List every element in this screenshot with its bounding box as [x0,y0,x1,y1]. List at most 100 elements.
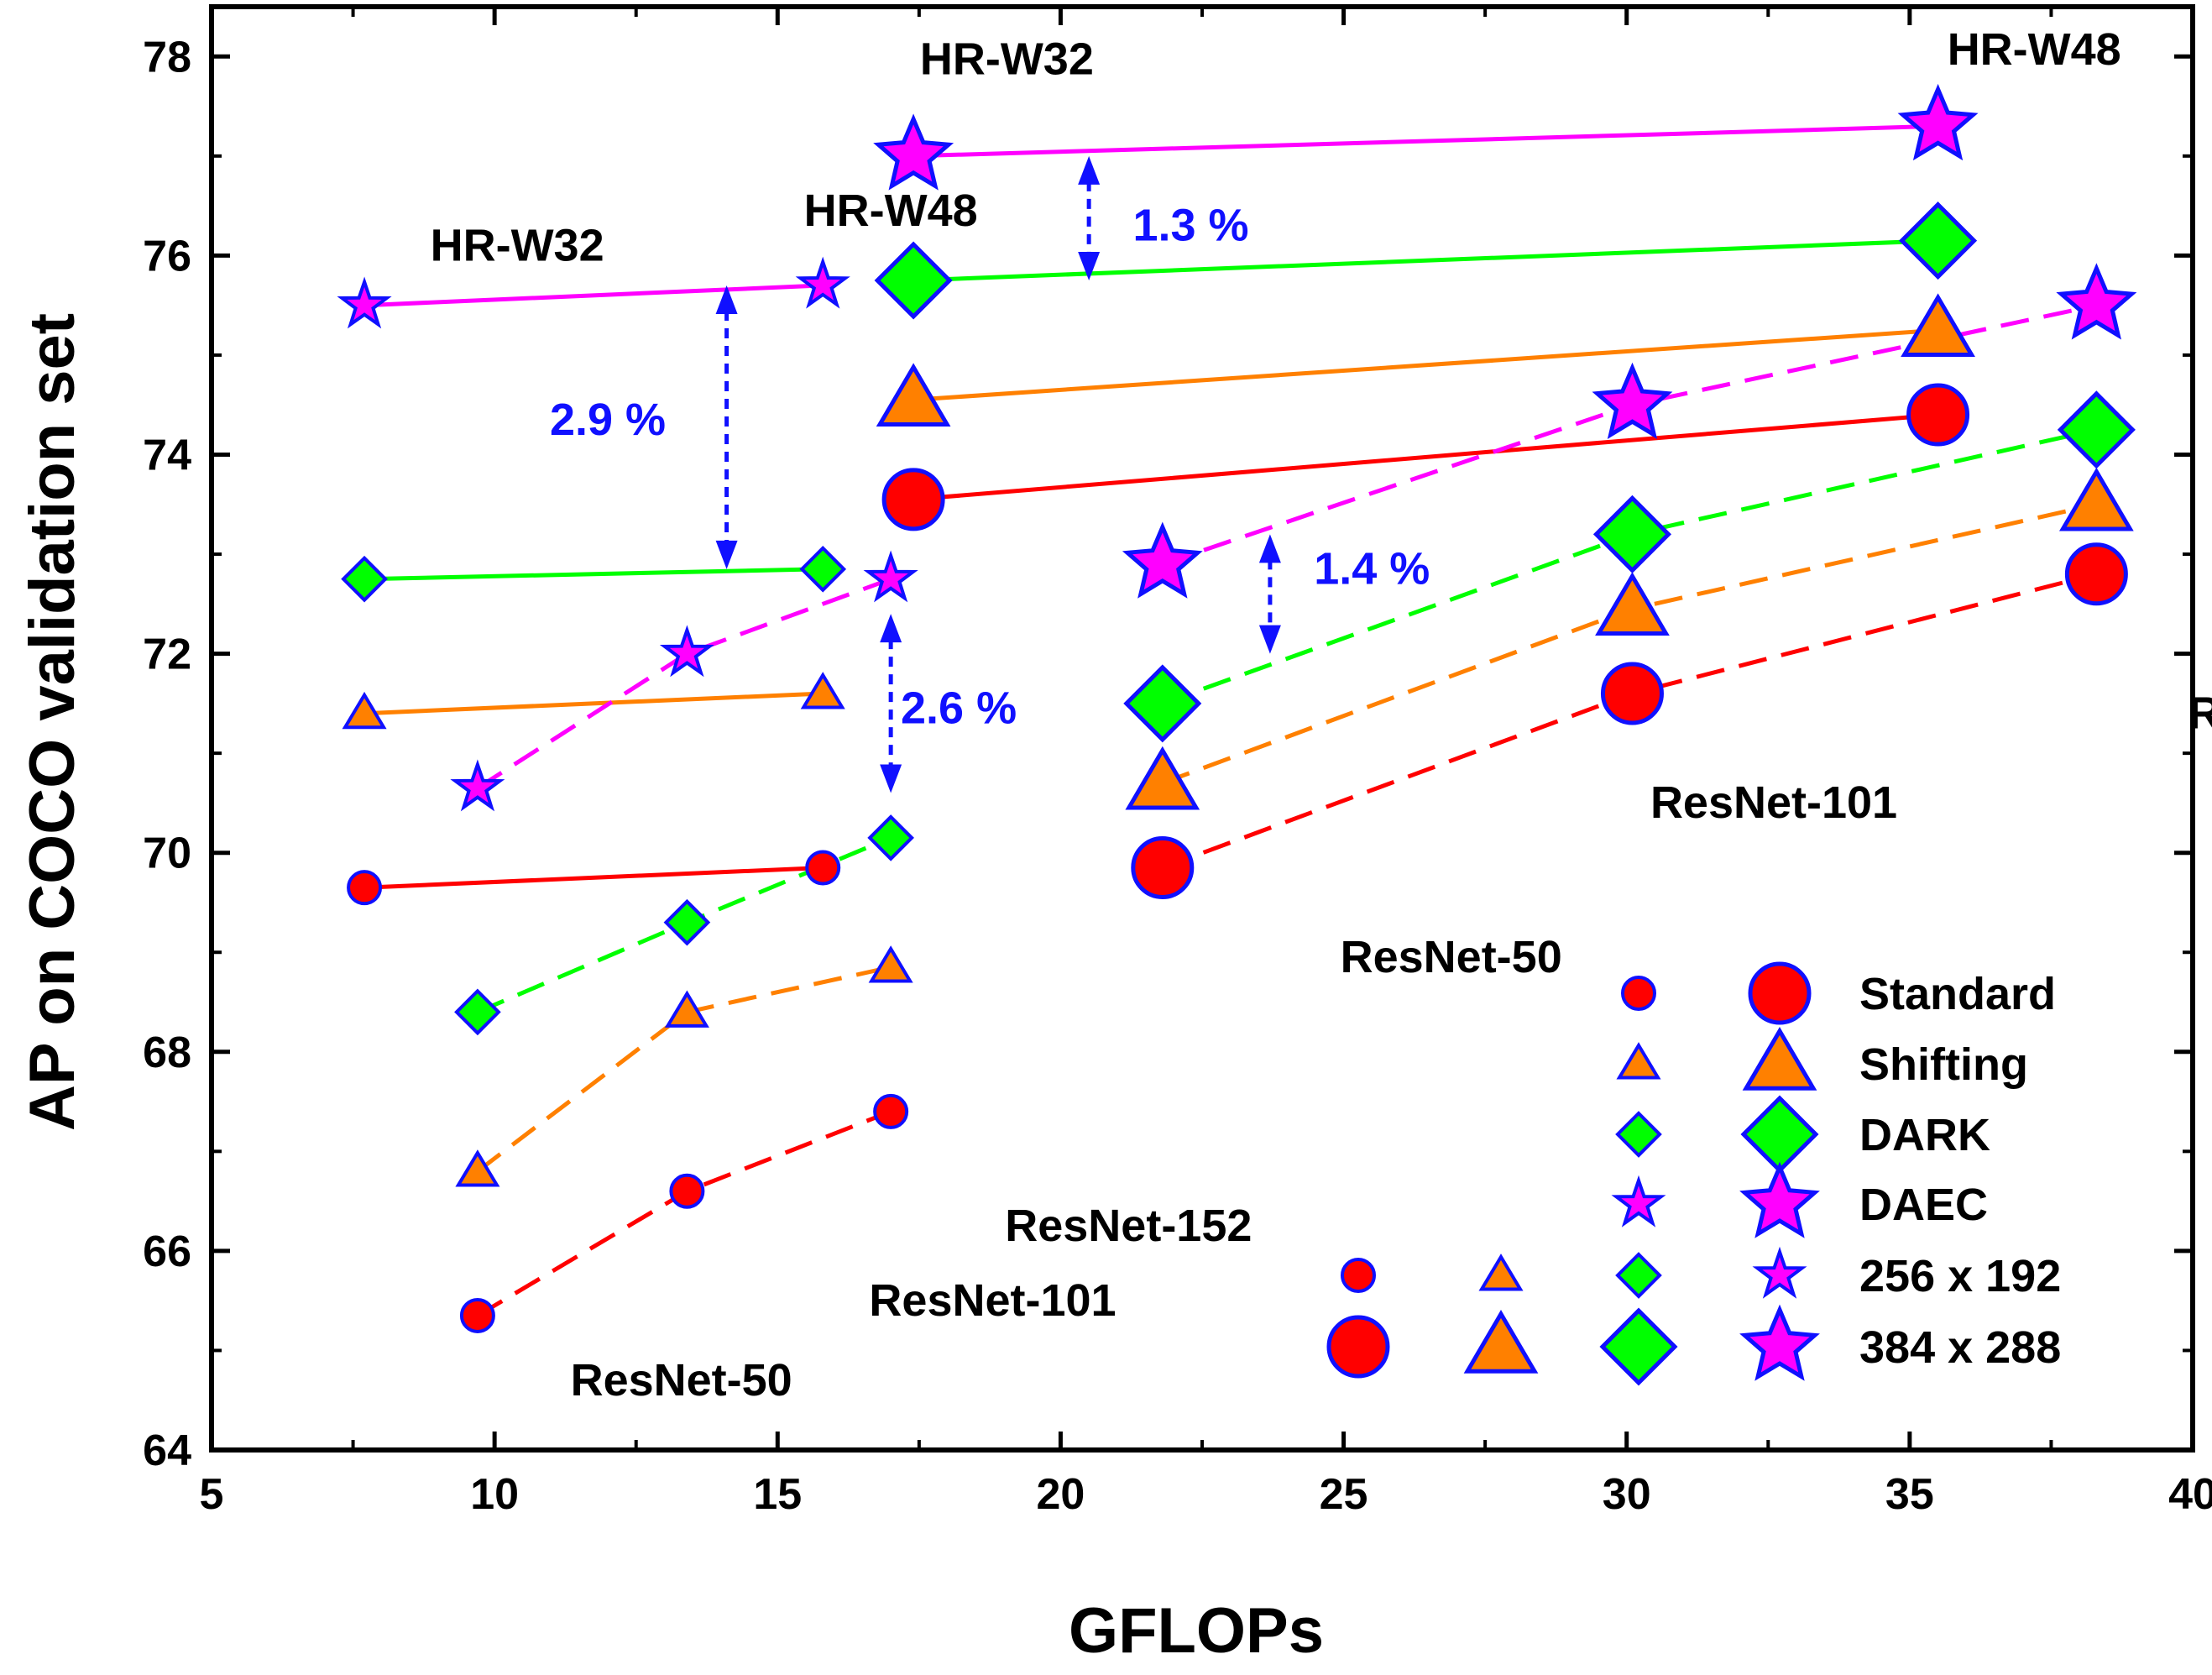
y-tick-label: 64 [143,1426,191,1475]
gap-arrow-head-down [880,764,902,793]
data-point-shifting [800,672,845,709]
data-point-dark [1123,664,1202,743]
markers-layer [337,83,2137,1333]
gap-arrows-layer [715,155,1281,793]
data-point-shifting [342,691,387,730]
data-point-shifting [1125,746,1200,810]
data-point-dark [867,814,914,861]
data-point-daec [450,759,505,812]
data-point-dark [1592,495,1671,573]
data-point-daec [1592,362,1673,440]
legend-marker-small-shifting [1616,1042,1661,1080]
x-tick-label: 40 [2168,1470,2212,1519]
data-point-daec [2056,263,2137,340]
data-point-dark [454,988,501,1036]
gap-arrow-head-up [880,614,902,643]
y-tick-label: 68 [143,1029,191,1077]
legend-marker-large-standard [1748,961,1812,1025]
annotation-label: HR-W48 [804,186,978,236]
annotation-label: HR-W32 [431,220,604,270]
data-point-daec [795,256,850,309]
legend-resolution-marker [1615,1252,1662,1299]
series-line-standard [913,412,1938,502]
annotation-label: ResNet-101 [869,1275,1116,1326]
data-point-dark [874,241,953,320]
y-tick-label: 78 [143,33,191,81]
x-tick-label: 20 [1037,1470,1085,1519]
series-lines-layer [363,123,2098,1318]
data-point-daec [337,276,392,329]
legend-label: 256 x 192 [1859,1251,2061,1301]
data-point-standard [347,870,383,906]
legend-resolution-marker [1341,1258,1376,1293]
legend-label: DAEC [1859,1180,1988,1230]
series-line-daec [913,123,1938,159]
x-tick-label: 25 [1320,1470,1368,1519]
legend-label: 384 x 288 [1859,1322,2061,1373]
annotation-label: ResNet-50 [571,1355,792,1405]
annotation-label: ResNet-101 [1650,777,1897,828]
series-line-standard [363,866,824,890]
annotation-label: 2.6 % [901,683,1017,734]
annotation-label: ResNet-50 [1341,932,1562,982]
y-tick-label: 72 [143,631,191,679]
legend-marker-large-daec [1739,1161,1820,1238]
data-point-shifting [868,945,913,983]
data-point-standard [1131,835,1195,899]
legend-resolution-marker [1752,1246,1807,1299]
data-point-daec [873,113,954,191]
y-tick-label: 74 [143,431,191,479]
y-axis-title: AP on COCO validation set [17,313,88,1131]
series-line-dark [364,567,824,582]
annotations-layer: HR-W32 HR-W48 HR-W32 HR-W48 ResNet-50 ResNet-… [431,24,2212,1405]
data-point-standard [1906,383,1970,447]
annotation-label: 2.9 % [550,395,666,445]
data-point-shifting [455,1149,500,1187]
legend-marker-small-standard [1621,976,1656,1011]
data-point-standard [669,1173,705,1209]
data-point-dark [341,555,388,603]
data-point-standard [2064,542,2128,606]
y-tick-label: 70 [143,830,191,878]
data-point-shifting [664,990,709,1028]
legend-marker-large-shifting [1742,1027,1817,1091]
data-point-daec [659,625,714,678]
annotation-label: ResNet-152 [1005,1201,1252,1251]
data-point-shifting [1901,293,1975,358]
legend-label: Shifting [1859,1039,2028,1090]
data-point-dark [799,545,847,593]
data-point-dark [1899,202,1978,280]
x-tick-label: 15 [753,1470,802,1519]
gap-arrow-head-up [1078,155,1101,185]
data-point-shifting [1595,572,1670,636]
x-tick-label: 10 [470,1470,519,1519]
y-tick-label: 66 [143,1227,191,1276]
data-point-standard [459,1297,495,1333]
data-point-dark [663,898,711,946]
data-point-shifting [876,363,951,427]
legend-marker-small-dark [1615,1111,1662,1158]
x-tick-label: 5 [200,1470,224,1519]
series-line-daec [476,577,892,790]
legend-resolution-marker [1599,1307,1678,1386]
annotation-label: 1.3 % [1132,201,1248,251]
series-line-standard [476,1109,892,1318]
x-tick-label: 30 [1603,1470,1651,1519]
data-point-dark [2057,390,2136,469]
data-point-standard [805,850,841,886]
gap-arrow-head-up [715,285,738,314]
legend-resolution-marker [1463,1310,1539,1374]
data-point-standard [1600,662,1664,725]
data-point-shifting [2059,467,2134,531]
axes-layer: 5 10 15 20 25 30 35 40 64 66 68 70 72 74 76 78 [143,4,2212,1519]
data-point-daec [1897,83,1979,161]
legend-label: DARK [1859,1110,1990,1160]
series-line-dark [913,238,1938,283]
annotation-label: ResNet-152 [2188,688,2212,739]
gap-arrow-head-down [1258,625,1281,654]
series-line-daec [363,283,824,308]
data-point-daec [863,550,918,603]
annotation-label: HR-W48 [1948,24,2121,75]
legend-marker-small-daec [1611,1175,1666,1227]
